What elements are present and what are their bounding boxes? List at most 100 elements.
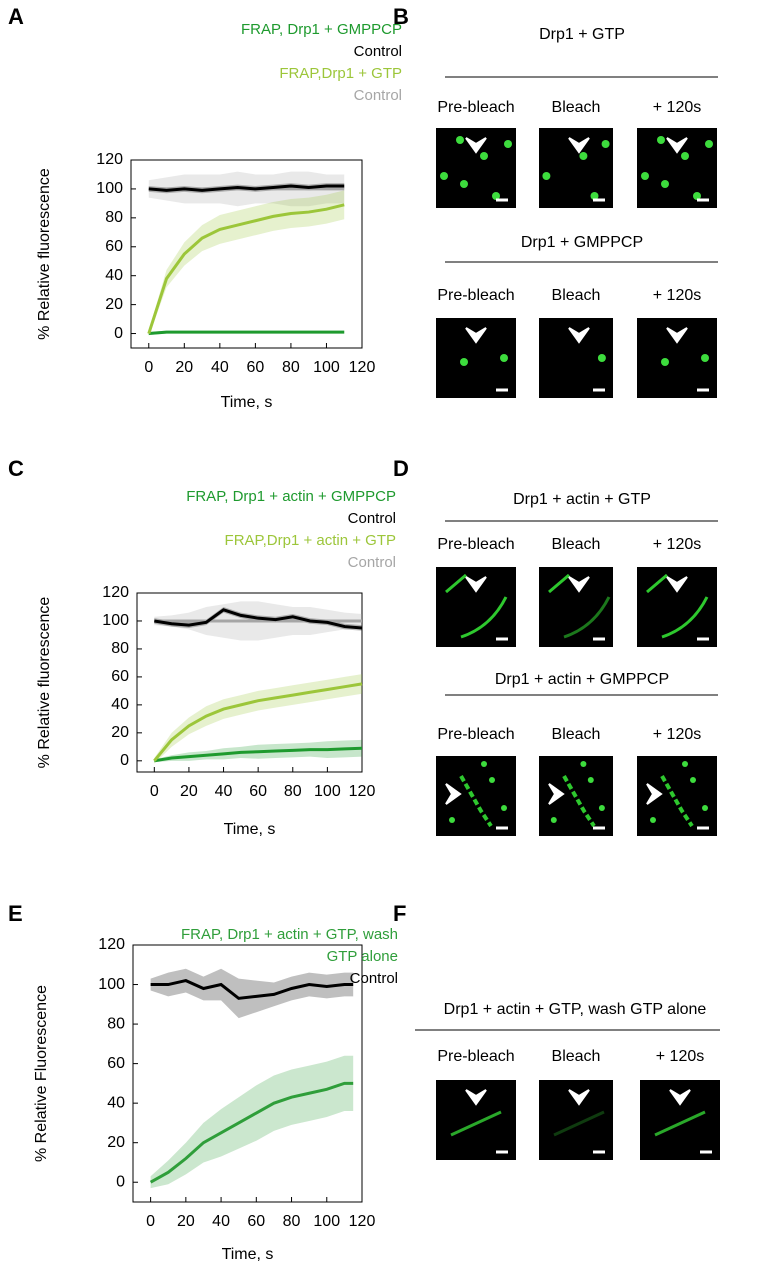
micrograph [640,1080,720,1160]
arrow [669,1089,691,1106]
filament [646,573,668,594]
error-band [148,190,345,337]
spot [597,354,606,362]
x-tick-label: 60 [246,359,264,376]
image-label: Pre-bleach [437,99,514,116]
image-label: Bleach [552,99,601,116]
series-line [148,184,345,192]
filament [450,1110,502,1137]
image-label: + 120s [653,287,701,304]
legend-entry: FRAP, Drp1 + actin + GMPPCP [186,488,396,505]
plot-frame [136,592,363,773]
image-label: Bleach [552,287,601,304]
micrograph [436,756,516,836]
spot [501,805,507,811]
arrow [646,783,663,805]
image-row-title: Drp1 + GTP [539,26,625,43]
filament [553,1110,605,1137]
series-line [150,979,354,1000]
image-row-title: Drp1 + actin + GTP, wash GTP alone [444,1001,707,1018]
legend: FRAP, Drp1 + actin + GTP, wash GTP alone… [163,924,398,990]
x-axis-label: Time, s [221,394,273,411]
micrograph [436,567,516,647]
y-tick-label: 60 [107,1055,125,1072]
panel-letter: D [393,456,409,481]
error-band [154,674,362,764]
filament [459,775,493,828]
spot [702,805,708,811]
arrow [568,1089,590,1106]
legend-entry: Control [347,554,396,571]
filament [661,596,709,639]
filament [562,775,596,828]
spot [587,777,594,783]
y-tick-label: 60 [111,668,129,685]
x-tick-label: 40 [215,783,233,800]
filament [445,573,467,594]
spot [489,777,495,783]
legend: FRAP, Drp1 + GMPPCP Control FRAP,Drp1 + GT… [82,19,402,107]
image-label: Pre-bleach [437,726,514,743]
arrow [666,327,688,344]
micrograph [436,128,516,208]
image-row-title: Drp1 + GMPPCP [521,234,643,251]
spot [650,817,656,823]
filament [460,596,508,639]
micrograph [637,756,717,836]
spot [590,192,599,200]
y-tick-label: 120 [96,151,123,168]
spot [661,358,669,366]
image-label: Bleach [552,1048,601,1065]
legend-entry: FRAP, Drp1 + actin + GTP, wash GTP alone [180,926,398,965]
x-tick-label: 120 [349,1213,376,1230]
panel-letter: F [393,901,406,926]
arrow [465,576,487,593]
spot [460,358,468,366]
filament [548,573,570,594]
spot [460,180,468,188]
arrow [548,783,565,805]
spot [542,172,551,180]
y-tick-label: 80 [105,209,123,226]
y-tick-label: 20 [107,1134,125,1151]
y-tick-label: 100 [96,180,123,197]
image-label: Pre-bleach [437,536,514,553]
panel-letter: C [8,456,24,481]
filament [660,775,694,828]
x-tick-label: 0 [150,783,159,800]
spot [661,180,669,188]
legend: FRAP, Drp1 + actin + GMPPCP Control FRAP,D… [76,486,396,574]
x-axis-label: Time, s [222,1246,274,1263]
spot [492,192,500,200]
series-line [148,330,345,336]
arrow [568,576,590,593]
x-tick-label: 80 [284,783,302,800]
arrow [465,137,487,154]
y-tick-label: 40 [107,1094,125,1111]
spot [504,140,512,148]
x-tick-label: 60 [249,783,267,800]
y-tick-label: 0 [120,752,129,769]
arrow [465,327,487,344]
arrow [568,327,590,344]
x-tick-label: 40 [211,359,229,376]
series-line [153,682,363,762]
x-tick-label: 20 [177,1213,195,1230]
x-axis-label: Time, s [224,821,276,838]
spot [641,172,649,180]
panel-letter: A [8,4,24,29]
spot [480,152,488,160]
spot [500,354,508,362]
x-tick-label: 20 [180,783,198,800]
x-tick-label: 100 [313,1213,340,1230]
spot [550,817,557,823]
x-tick-label: 80 [283,1213,301,1230]
y-tick-label: 0 [114,325,123,342]
series-line [154,608,363,630]
x-tick-label: 60 [247,1213,265,1230]
image-label: + 120s [653,99,701,116]
panel-letter: E [8,901,23,926]
y-axis-label: % Relative Fluorescence [33,985,50,1162]
